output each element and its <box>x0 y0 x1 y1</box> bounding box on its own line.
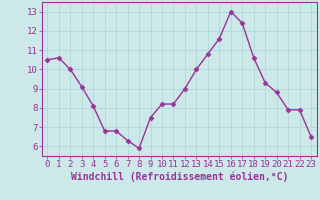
X-axis label: Windchill (Refroidissement éolien,°C): Windchill (Refroidissement éolien,°C) <box>70 172 288 182</box>
